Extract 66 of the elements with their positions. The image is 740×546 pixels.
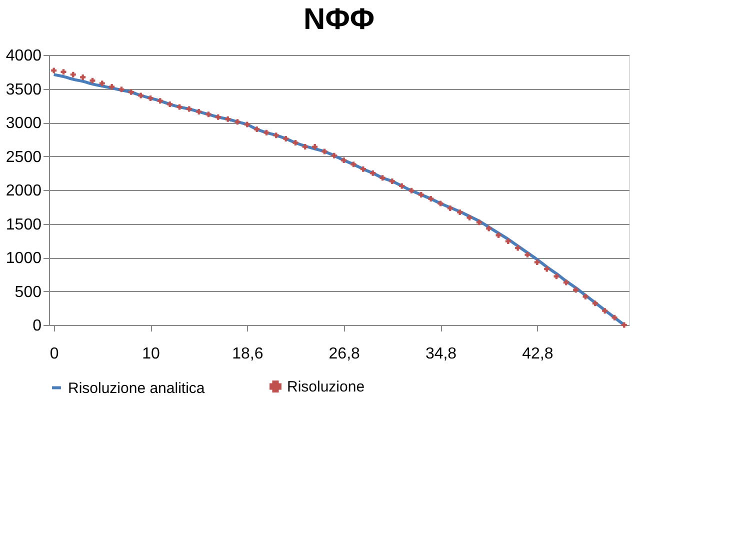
- point: [341, 158, 347, 164]
- point: [225, 116, 231, 122]
- point: [273, 132, 279, 138]
- x-tick-label: 18,6: [232, 346, 264, 362]
- point: [283, 136, 289, 142]
- point: [515, 245, 521, 251]
- point: [99, 80, 105, 86]
- line-series: [52, 73, 626, 326]
- point: [621, 322, 627, 328]
- x-tick-label: 0: [50, 346, 59, 362]
- y-tick-label: 500: [14, 284, 42, 301]
- y-tick-label: 2000: [6, 182, 42, 200]
- y-tick-label: 4000: [6, 48, 42, 64]
- point: [186, 106, 192, 112]
- point: [51, 68, 57, 74]
- point: [602, 308, 608, 314]
- point: [389, 178, 395, 184]
- y-tick-label: 1000: [6, 250, 42, 267]
- point: [496, 232, 502, 238]
- y-tick-label: 0: [32, 318, 42, 334]
- point: [254, 126, 260, 132]
- chart-title: NΦΦ: [304, 3, 374, 36]
- y-tick-label: 3500: [6, 81, 42, 98]
- point: [447, 205, 453, 211]
- point: [457, 210, 463, 216]
- point: [244, 122, 250, 128]
- point: [292, 140, 298, 146]
- point: [312, 144, 318, 150]
- y-tick-label: 2500: [6, 148, 42, 166]
- point: [80, 74, 86, 80]
- legend-label: Risoluzione analitica: [68, 380, 206, 397]
- legend-label: Risoluzione: [287, 378, 365, 396]
- point: [138, 92, 144, 98]
- x-tick-label: 10: [142, 346, 160, 362]
- x-tick-label: 42,8: [522, 346, 554, 362]
- point: [534, 259, 540, 265]
- point: [408, 188, 414, 194]
- point: [592, 300, 598, 306]
- point: [544, 266, 550, 272]
- point: [70, 72, 76, 78]
- point: [167, 102, 173, 108]
- x-tick-label: 26,8: [328, 346, 360, 362]
- point: [573, 287, 579, 293]
- point: [466, 214, 472, 220]
- y-tick-label: 3000: [6, 115, 42, 132]
- point: [302, 144, 308, 150]
- point: [234, 119, 240, 125]
- point: [148, 95, 154, 101]
- point: [486, 226, 492, 232]
- point: [360, 166, 366, 172]
- point: [563, 280, 569, 286]
- point: [215, 114, 221, 120]
- x-tick-label: 34,8: [425, 346, 457, 362]
- point: [505, 238, 511, 244]
- y-tick-label: 1500: [6, 216, 42, 234]
- point: [476, 220, 482, 226]
- point: [399, 183, 405, 189]
- point: [128, 89, 134, 95]
- point: [428, 196, 434, 202]
- point: [331, 152, 337, 158]
- point: [418, 192, 424, 198]
- point: [109, 84, 115, 90]
- point: [370, 170, 376, 176]
- point: [196, 108, 202, 114]
- point: [157, 98, 163, 104]
- point: [524, 252, 530, 258]
